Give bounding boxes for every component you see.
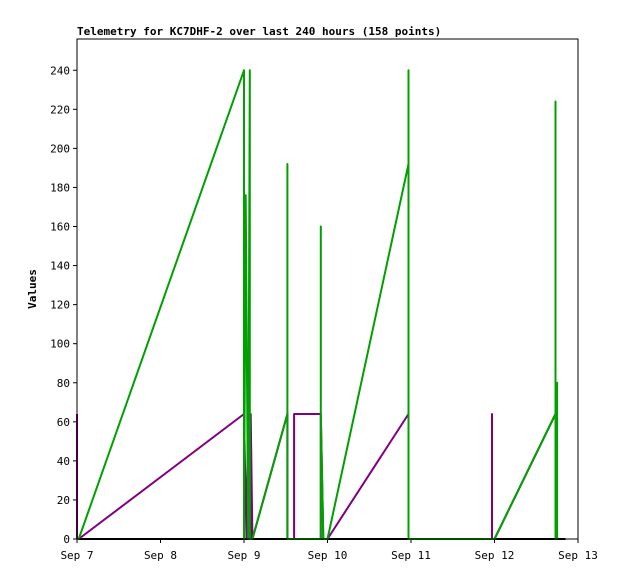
x-tick-label: Sep 12 — [475, 549, 515, 562]
series-layer — [76, 69, 566, 540]
series-line-1 — [76, 413, 559, 540]
x-tick-label: Sep 7 — [60, 549, 93, 562]
x-tick-label: Sep 11 — [391, 549, 431, 562]
y-tick-label: 80 — [57, 377, 70, 390]
y-axis: 0 20 40 60 80 100 120 140 160 180 200 220 240 — [50, 64, 77, 546]
chart-title: Telemetry for KC7DHF-2 over last 240 hou… — [77, 25, 441, 38]
series-line-2 — [77, 69, 559, 540]
y-tick-label: 160 — [50, 221, 70, 234]
y-tick-label: 0 — [63, 533, 70, 546]
y-tick-label: 140 — [50, 260, 70, 273]
y-tick-label: 100 — [50, 338, 70, 351]
y-tick-label: 220 — [50, 103, 70, 116]
y-tick-label: 40 — [57, 455, 70, 468]
x-tick-label: Sep 13 — [558, 549, 598, 562]
y-tick-label: 120 — [50, 299, 70, 312]
plot-frame — [76, 38, 579, 540]
y-axis-label: Values — [26, 269, 39, 309]
y-tick-label: 200 — [50, 142, 70, 155]
y-tick-label: 180 — [50, 181, 70, 194]
x-axis: Sep 7 Sep 8 Sep 9 Sep 10 Sep 11 Sep 12 Sep 13 — [60, 539, 598, 562]
x-tick-label: Sep 8 — [144, 549, 177, 562]
y-tick-label: 20 — [57, 494, 70, 507]
y-tick-label: 240 — [50, 64, 70, 77]
y-tick-label: 60 — [57, 416, 70, 429]
x-tick-label: Sep 10 — [308, 549, 348, 562]
x-tick-label: Sep 9 — [227, 549, 260, 562]
